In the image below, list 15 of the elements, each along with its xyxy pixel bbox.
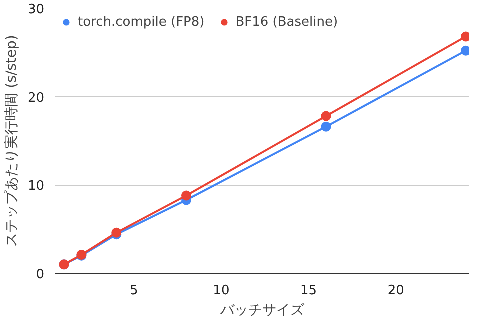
- x-tick-label: 15: [300, 284, 318, 298]
- x-tick-label: 10: [213, 284, 230, 298]
- point: [182, 190, 192, 201]
- y-tick-label: 0: [36, 268, 45, 282]
- x-tick-label: 20: [388, 284, 404, 298]
- y-tick-label: 10: [28, 179, 45, 194]
- y-tick-label: 20: [28, 90, 45, 106]
- legend-label: torch.compile (FP8): [78, 14, 205, 30]
- x-tick-label: 5: [130, 284, 138, 298]
- x-axis-title: バッチサイズ: [220, 302, 306, 318]
- legend-label: BF16 (Baseline): [236, 14, 338, 30]
- y-axis-title: ステップあたり実行時間 (s/step): [4, 35, 20, 247]
- point: [321, 122, 332, 132]
- y-tick-label: 30: [28, 2, 45, 18]
- point: [321, 111, 332, 122]
